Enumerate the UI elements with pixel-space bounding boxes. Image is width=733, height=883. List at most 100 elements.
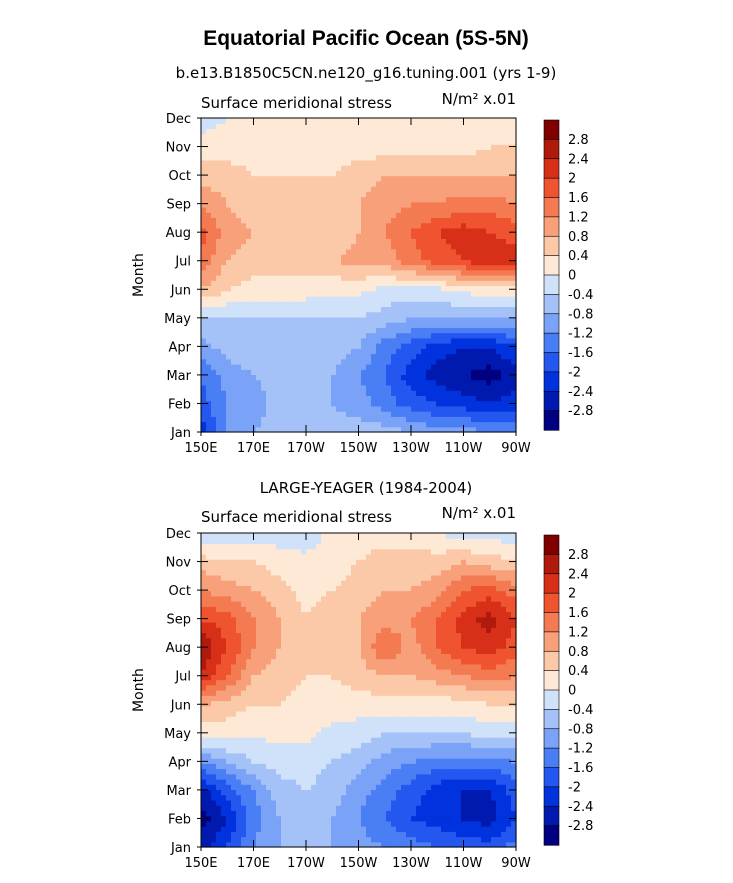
heatmap-cell	[391, 149, 397, 156]
heatmap-cell	[226, 400, 232, 407]
heatmap-cell	[221, 149, 227, 156]
heatmap-cell	[211, 768, 217, 775]
heatmap-cell	[236, 794, 242, 801]
heatmap-cell	[496, 191, 502, 198]
heatmap-cell	[511, 778, 517, 785]
heatmap-cell	[376, 836, 382, 843]
heatmap-cell	[311, 306, 317, 313]
heatmap-cell	[226, 144, 232, 150]
heatmap-cell	[381, 290, 387, 297]
heatmap-cell	[206, 138, 212, 145]
heatmap-cell	[411, 763, 417, 770]
heatmap-cell	[216, 820, 222, 827]
heatmap-cell	[371, 395, 377, 402]
heatmap-cell	[416, 810, 422, 817]
heatmap-cell	[401, 217, 407, 224]
heatmap-cell	[246, 180, 252, 187]
heatmap-cell	[401, 212, 407, 219]
heatmap-cell	[286, 799, 292, 806]
heatmap-cell	[456, 264, 462, 271]
heatmap-cell	[456, 175, 462, 182]
heatmap-cell	[221, 810, 227, 817]
heatmap-cell	[426, 280, 432, 287]
heatmap-cell	[506, 390, 512, 396]
heatmap-cell	[366, 170, 372, 177]
heatmap-cell	[426, 149, 432, 156]
heatmap-cell	[351, 805, 357, 811]
heatmap-cell	[436, 363, 442, 370]
heatmap-cell	[271, 379, 277, 386]
heatmap-cell	[466, 395, 472, 402]
heatmap-cell	[281, 815, 287, 822]
heatmap-cell	[511, 836, 517, 843]
heatmap-cell	[276, 280, 282, 287]
heatmap-cell	[421, 363, 427, 370]
heatmap-cell	[471, 831, 477, 838]
heatmap-cell	[471, 222, 477, 229]
heatmap-cell	[481, 363, 487, 370]
heatmap-cell	[351, 311, 357, 318]
heatmap-cell	[421, 831, 427, 838]
heatmap-cell	[211, 295, 217, 302]
heatmap-cell	[451, 363, 457, 370]
heatmap-cell	[361, 128, 367, 135]
heatmap-cell	[441, 243, 447, 250]
heatmap-cell	[236, 773, 242, 780]
heatmap-cell	[321, 400, 327, 407]
heatmap-cell	[491, 264, 497, 271]
heatmap-cell	[211, 805, 217, 811]
heatmap-cell	[231, 259, 237, 266]
heatmap-cell	[426, 259, 432, 266]
heatmap-cell	[431, 128, 437, 135]
heatmap-cell	[371, 768, 377, 775]
heatmap-cell	[346, 379, 352, 386]
heatmap-cell	[476, 212, 482, 219]
heatmap-cell	[346, 815, 352, 822]
heatmap-cell	[366, 395, 372, 402]
heatmap-cell	[496, 306, 502, 313]
heatmap-cell	[236, 784, 242, 791]
heatmap-cell	[401, 280, 407, 287]
heatmap-cell	[326, 799, 332, 806]
heatmap-cell	[331, 243, 337, 250]
heatmap-cell	[261, 175, 267, 182]
heatmap-cell	[501, 301, 507, 307]
colorbar-swatch	[543, 410, 560, 431]
heatmap-cell	[231, 254, 237, 260]
heatmap-cell	[306, 820, 312, 827]
heatmap-cell	[411, 227, 417, 234]
heatmap-cell	[366, 384, 372, 391]
heatmap-cell	[286, 128, 292, 135]
heatmap-cell	[291, 285, 297, 292]
heatmap-cell	[411, 773, 417, 780]
heatmap-cell	[351, 343, 357, 349]
heatmap-cell	[281, 180, 287, 187]
heatmap-cell	[306, 264, 312, 271]
heatmap-cell	[341, 138, 347, 145]
heatmap-cell	[296, 306, 302, 313]
heatmap-cell	[296, 348, 302, 355]
heatmap-cell	[411, 212, 417, 219]
heatmap-cell	[306, 752, 312, 759]
heatmap-cell	[241, 165, 247, 171]
heatmap-cell	[306, 353, 312, 360]
heatmap-cell	[506, 395, 512, 402]
heatmap-cell	[466, 421, 472, 428]
heatmap-cell	[301, 301, 307, 307]
heatmap-cell	[451, 201, 457, 208]
heatmap-cell	[276, 170, 282, 177]
heatmap-cell	[211, 411, 217, 417]
heatmap-cell	[416, 159, 422, 166]
heatmap-cell	[451, 836, 457, 843]
heatmap-cell	[416, 254, 422, 260]
heatmap-cell	[311, 149, 317, 156]
heatmap-cell	[221, 118, 227, 124]
heatmap-cell	[261, 374, 267, 381]
heatmap-cell	[306, 426, 312, 433]
heatmap-cell	[201, 275, 207, 281]
heatmap-cell	[211, 815, 217, 822]
heatmap-cell	[471, 836, 477, 843]
heatmap-cell	[436, 384, 442, 391]
heatmap-cell	[351, 332, 357, 339]
heatmap-cell	[296, 191, 302, 198]
